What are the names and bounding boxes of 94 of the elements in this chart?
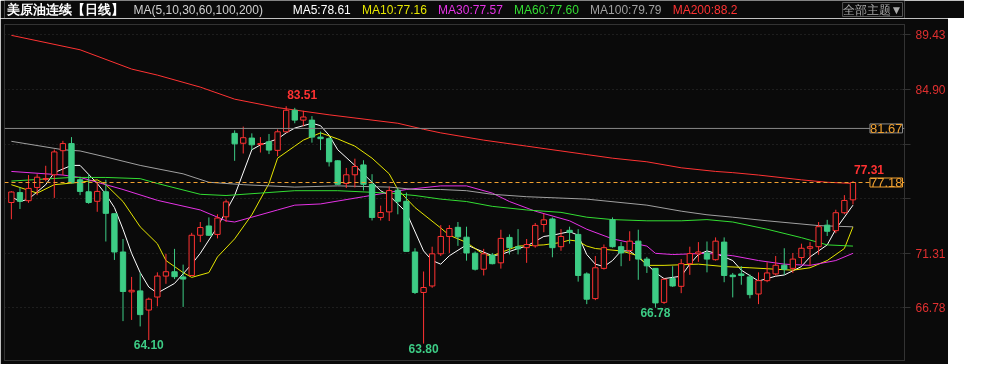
annotation: 63.80 [408, 341, 439, 356]
candlestick [746, 274, 754, 299]
candlestick [137, 272, 144, 327]
candlestick [102, 179, 109, 243]
candlestick [763, 261, 771, 283]
text: MA30:77.57 [438, 2, 504, 17]
candlestick [480, 248, 487, 276]
y-tick-label: 66.78 [915, 301, 946, 316]
candlestick [738, 265, 745, 286]
candlestick [171, 248, 178, 280]
candlestick [454, 221, 462, 247]
candlestick [33, 173, 41, 196]
candlestick [197, 221, 204, 243]
candlestick [265, 133, 273, 155]
candlestick [8, 190, 15, 220]
candlestick [145, 297, 152, 341]
candlestick [506, 233, 513, 255]
candlestick [394, 187, 401, 215]
annotation: 83.51 [287, 88, 318, 103]
candlestick [703, 241, 711, 273]
annotation: 66.78 [640, 305, 671, 320]
candlestick [257, 136, 264, 154]
candlestick [532, 222, 539, 249]
annotation: 64.10 [133, 338, 165, 353]
candlestick [386, 185, 393, 222]
candlestick [832, 209, 839, 234]
text: MA200:88.2 [672, 2, 738, 17]
candlestick [334, 159, 341, 186]
candlestick [669, 265, 676, 288]
text: 全部主题▼ [842, 2, 903, 17]
candlestick [540, 213, 547, 233]
candlestick [240, 126, 247, 154]
candlestick [514, 228, 522, 255]
text: MA5:78.61 [292, 2, 352, 17]
candlestick [51, 149, 58, 199]
candlestick [600, 244, 608, 271]
candlestick [308, 115, 316, 144]
candlestick [815, 221, 822, 256]
candlestick [841, 194, 848, 215]
candlestick [643, 256, 651, 274]
candlestick [343, 167, 350, 189]
candlestick [789, 252, 797, 274]
candlestick [660, 277, 668, 305]
candlestick [781, 247, 788, 276]
candlestick [420, 271, 427, 345]
y-tick-label: 84.90 [915, 83, 946, 98]
candlestick [274, 128, 281, 157]
text: MA10:77.16 [362, 2, 428, 17]
candlestick [16, 186, 24, 210]
candlestick [755, 271, 762, 305]
ref-line-label: 81.67 [869, 120, 903, 136]
line-series [10, 176, 854, 247]
candlestick [179, 264, 187, 308]
candlestick [94, 181, 101, 213]
candlestick [798, 243, 805, 265]
candlestick [806, 241, 814, 267]
candlestick [437, 224, 444, 257]
candlestick [76, 176, 84, 196]
candlestick [678, 258, 685, 294]
legend-title: MA(5,10,30,60,100,200) [133, 2, 263, 17]
candlestick [471, 250, 479, 272]
candlestick [325, 136, 333, 167]
candlestick [695, 241, 702, 263]
candlestick [446, 224, 453, 254]
candlestick [463, 226, 470, 262]
candlestick [712, 236, 719, 262]
chart-title: 美原油连续【日线】 [5, 2, 124, 17]
text: MA60:77.60 [514, 2, 580, 17]
text: MA100:79.79 [590, 2, 662, 17]
candlestick [205, 216, 213, 237]
ref-line-label: 77.18 [869, 175, 903, 190]
candlestick [686, 246, 693, 276]
candlestick [617, 241, 625, 267]
candlestick [25, 174, 32, 204]
candlestick [59, 140, 67, 176]
candlestick [635, 229, 642, 281]
candlestick [360, 159, 367, 191]
candlestick [557, 228, 565, 252]
candlestick [317, 131, 324, 151]
candlestick [729, 272, 736, 298]
candlestick [128, 276, 135, 321]
candlestick [626, 230, 633, 262]
line-series [10, 132, 854, 278]
candlestick [523, 238, 530, 264]
candlestick [351, 158, 359, 188]
candlestick [162, 253, 170, 285]
candlestick [214, 213, 221, 239]
annotation: 77.31 [853, 162, 885, 177]
candlestick [231, 129, 238, 162]
candlestick [222, 198, 230, 223]
candlestick [85, 173, 92, 205]
candlestick [154, 271, 161, 307]
y-tick-label: 71.31 [915, 246, 946, 261]
y-tick-label: 89.43 [915, 28, 946, 43]
